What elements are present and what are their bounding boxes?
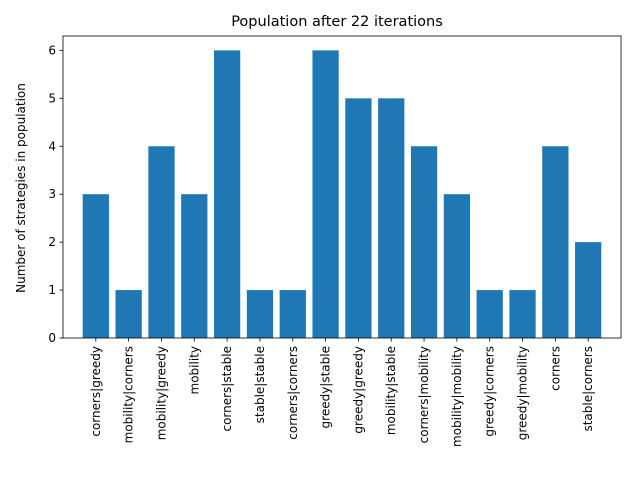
x-tick-label: mobility|greedy [154,346,168,440]
bar-mobility-stable [378,98,405,338]
plot-frame [62,35,622,339]
y-tick-label: 6 [48,43,56,57]
x-tick-label: mobility [187,346,201,394]
bar-greedy-corners [476,290,503,338]
bar-mobility-greedy [148,146,175,338]
x-tick-label: corners|mobility [417,346,431,443]
bar-corners-corners [279,290,306,338]
bar-corners-greedy [82,194,109,338]
x-tick-label: mobility|mobility [450,346,464,447]
bar-greedy-stable [312,50,339,338]
x-tick-label: greedy|corners [483,346,497,437]
y-tick-label: 0 [48,331,56,345]
x-tick-label: corners|greedy [89,346,103,437]
x-tick-label: mobility|corners [122,346,136,443]
bar-greedy-mobility [509,290,536,338]
chart-title: Population after 22 iterations [231,14,443,30]
bar-stable-corners [575,242,602,338]
bar-mobility-mobility [443,194,471,338]
y-tick-label: 3 [48,187,56,201]
x-tick-label: stable|corners [581,346,595,432]
x-tick-label: greedy|mobility [516,346,530,440]
bar-corners-stable [213,50,241,338]
y-tick-label: 2 [48,235,56,249]
x-tick-label: greedy|stable [319,346,333,428]
bar-greedy-greedy [345,98,372,338]
x-tick-label: stable|stable [253,346,267,423]
bars-group [82,50,602,338]
x-tick-label: greedy|greedy [351,346,365,434]
bar-corners-mobility [410,146,438,338]
bar-mobility-corners [115,290,142,338]
x-tick-label: corners [548,346,562,391]
y-tick-label: 5 [48,91,56,105]
y-tick-label: 1 [48,283,56,297]
x-tick-label: corners|stable [220,346,234,432]
y-tick-label: 4 [48,139,56,153]
x-axis-ticks: corners|greedy mobility|corners mobility|g… [89,338,595,447]
bar-mobility [181,194,208,338]
x-tick-label: mobility|stable [384,346,398,435]
y-axis-label: Number of strategies in population [14,83,28,293]
bar-stable-stable [246,290,274,338]
y-axis-ticks: 0 1 2 3 4 5 6 [48,43,63,345]
bar-corners [542,146,569,338]
x-tick-label: corners|corners [286,346,300,440]
